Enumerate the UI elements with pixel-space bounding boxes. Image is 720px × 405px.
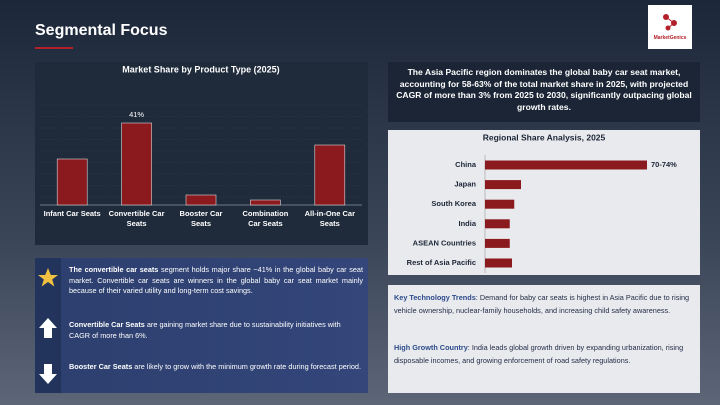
- y-tick-label: South Korea: [431, 199, 476, 208]
- trend-text: : India leads global growth driven by ex…: [394, 343, 684, 365]
- x-tick-label: All-in-One Car Seats: [304, 209, 355, 228]
- trend: High Growth Country: India leads global …: [394, 342, 694, 367]
- note-text: are gaining market share due to sustaina…: [69, 320, 341, 340]
- notes-panel: [35, 258, 368, 393]
- logo: MarketGenics: [648, 5, 692, 49]
- trend-bold: Key Technology Trends: [394, 293, 476, 302]
- x-tick-label: Infant Car Seats: [43, 209, 101, 218]
- y-tick-label: China: [455, 160, 477, 169]
- bar: [250, 199, 281, 206]
- bar: [56, 158, 88, 206]
- bar: [121, 122, 152, 206]
- trend-text: : Demand for baby car seats is highest i…: [394, 293, 690, 315]
- data-label: 41%: [129, 110, 144, 119]
- y-tick-label: Japan: [454, 180, 476, 189]
- title-underline: [35, 47, 73, 49]
- chart-panel: [388, 130, 700, 275]
- note-bold: The convertible car seats: [69, 265, 159, 274]
- logo-icon: [663, 14, 677, 31]
- y-tick-label: India: [458, 219, 476, 228]
- slide-title: Segmental Focus: [35, 22, 168, 39]
- chart-panel: [35, 62, 368, 245]
- chart-title: Market Share by Product Type (2025): [122, 64, 279, 74]
- bar: [485, 219, 510, 229]
- bar: [185, 194, 217, 206]
- bar: [485, 238, 510, 248]
- callout-panel: [388, 62, 700, 122]
- y-tick-label: ASEAN Countries: [413, 238, 476, 247]
- callout: The Asia Pacific region dominates the gl…: [396, 67, 692, 112]
- x-tick-label: Convertible Car Seats: [108, 209, 165, 228]
- bar: [485, 199, 515, 209]
- x-tick-label: Combination Car Seats: [242, 209, 289, 228]
- bar: [314, 144, 346, 206]
- note-text: are likely to grow with the minimum grow…: [132, 362, 361, 371]
- x-tick-label: Booster Car Seats: [179, 209, 223, 228]
- note: Booster Car Seats are likely to grow wit…: [69, 362, 363, 373]
- data-label: 70-74%: [651, 160, 677, 169]
- note-bold: Convertible Car Seats: [69, 320, 145, 329]
- note: The convertible car seats segment holds …: [69, 265, 363, 297]
- note-text: segment holds major share ~41% in the gl…: [69, 265, 363, 295]
- trend: Key Technology Trends: Demand for baby c…: [394, 292, 694, 317]
- trend-bold: High Growth Country: [394, 343, 468, 352]
- icons: [38, 268, 58, 384]
- bar: [485, 180, 521, 190]
- bar: [485, 160, 647, 170]
- y-tick-label: Rest of Asia Pacific: [407, 258, 476, 267]
- logo-text: MarketGenics: [653, 35, 687, 41]
- bar: [485, 258, 512, 268]
- note-bold: Booster Car Seats: [69, 362, 133, 371]
- note: Convertible Car Seats are gaining market…: [69, 320, 363, 341]
- trends-panel: [388, 285, 700, 393]
- chart-title: Regional Share Analysis, 2025: [483, 132, 606, 142]
